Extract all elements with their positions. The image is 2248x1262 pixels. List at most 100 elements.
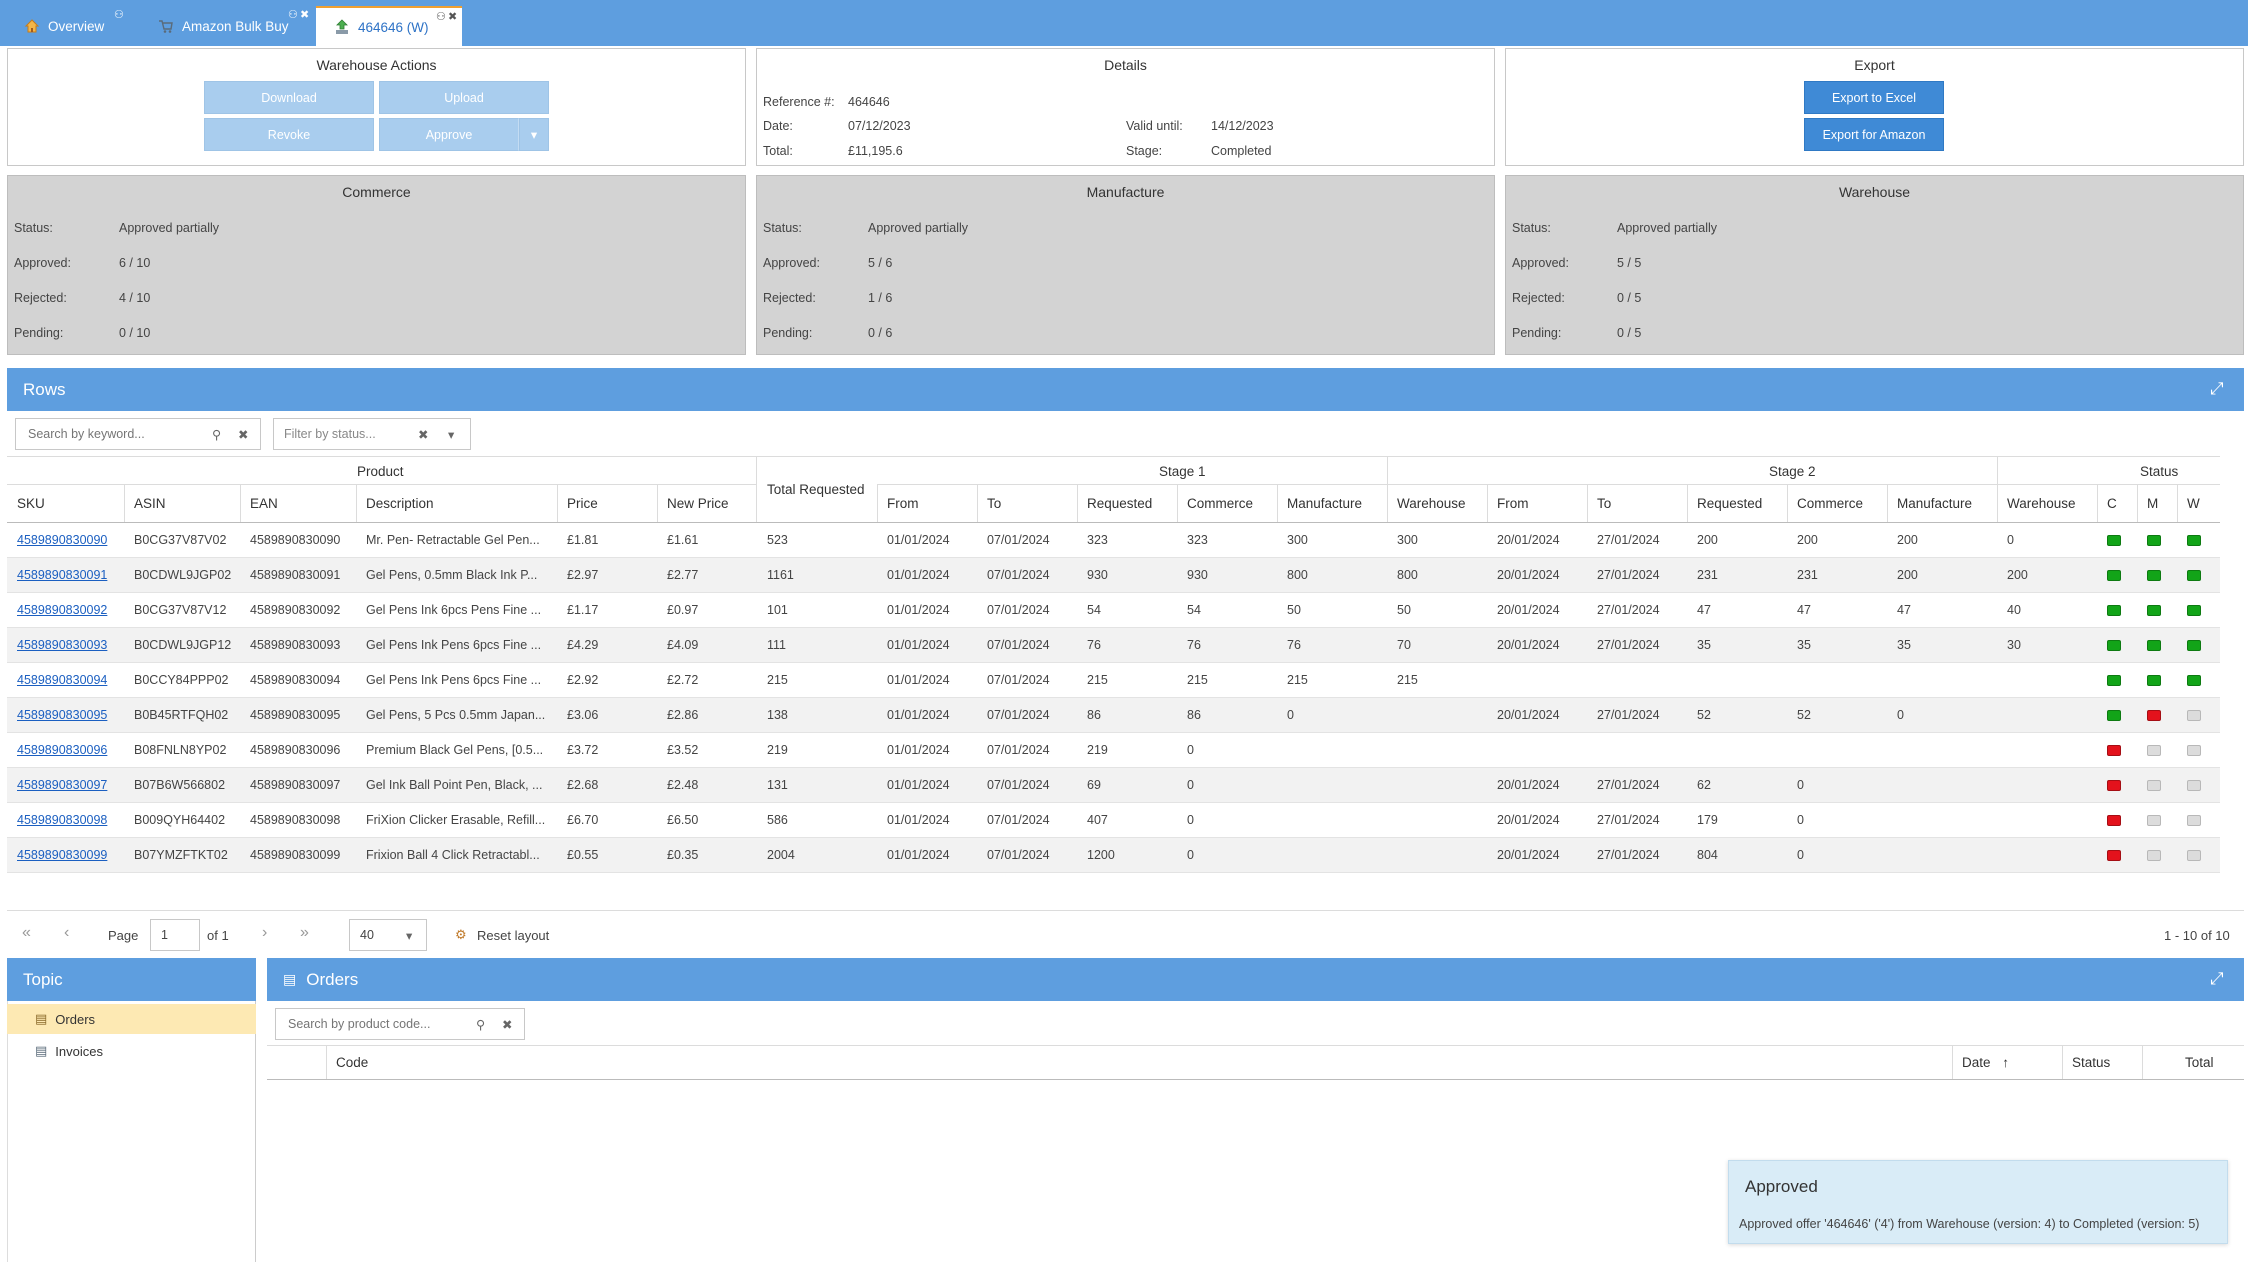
table-row[interactable]: 4589890830098 B009QYH64402 4589890830098 Fr… <box>7 803 2220 838</box>
cell-s1-from: 01/01/2024 <box>887 778 950 792</box>
expand-icon[interactable]: ⤢ <box>2210 379 2224 398</box>
close-icon[interactable]: ✖ <box>448 11 458 23</box>
orders-col-status[interactable]: Status <box>2072 1055 2111 1070</box>
column-header[interactable]: W <box>2187 496 2200 511</box>
table-row[interactable]: 4589890830093 B0CDWL9JGP12 4589890830093 Ge… <box>7 628 2220 663</box>
header-total-requested[interactable]: Total Requested <box>767 482 865 497</box>
column-header[interactable]: Description <box>366 496 434 511</box>
orders-col-code[interactable]: Code <box>336 1055 369 1070</box>
sku-link[interactable]: 4589890830092 <box>17 603 108 617</box>
column-header[interactable]: New Price <box>667 496 729 511</box>
table-row[interactable]: 4589890830091 B0CDWL9JGP02 4589890830091 Ge… <box>7 558 2220 593</box>
column-header[interactable]: Manufacture <box>1287 496 1363 511</box>
sku-link[interactable]: 4589890830097 <box>17 778 108 792</box>
reset-layout-icon[interactable]: ⚙ <box>455 927 467 942</box>
column-header[interactable]: Requested <box>1087 496 1153 511</box>
first-page-icon[interactable]: « <box>22 924 31 941</box>
column-header[interactable]: From <box>887 496 919 511</box>
clear-icon[interactable]: ✖ <box>502 1017 513 1032</box>
sku-link[interactable]: 4589890830095 <box>17 708 108 722</box>
table-row[interactable]: 4589890830096 B08FNLN8YP02 4589890830096 Pr… <box>7 733 2220 768</box>
cell-ean: 4589890830094 <box>250 673 341 687</box>
page-number-input[interactable]: 1 <box>150 919 200 951</box>
sku-link[interactable]: 4589890830096 <box>17 743 108 757</box>
column-header[interactable]: From <box>1497 496 1529 511</box>
expand-icon[interactable]: ⤢ <box>2210 969 2224 988</box>
column-header[interactable]: To <box>987 496 1002 511</box>
sku-link[interactable]: 4589890830098 <box>17 813 108 827</box>
column-header[interactable]: Warehouse <box>2007 496 2076 511</box>
pin-icon[interactable]: ⚇ <box>114 9 124 21</box>
table-row[interactable]: 4589890830099 B07YMZFTKT02 4589890830099 Fr… <box>7 838 2220 873</box>
toast-notification[interactable]: Approved Approved offer '464646' ('4') f… <box>1728 1160 2228 1244</box>
sku-link[interactable]: 4589890830099 <box>17 848 108 862</box>
sku-link[interactable]: 4589890830094 <box>17 673 108 687</box>
warehouse-actions-panel: Warehouse Actions Download Upload Revoke… <box>7 48 746 166</box>
tab-464646-w[interactable]: 464646 (W) ⚇ ✖ <box>316 6 462 46</box>
cell-s2-wh: 0 <box>2007 533 2014 547</box>
clear-icon[interactable]: ✖ <box>418 427 429 442</box>
column-header[interactable]: Price <box>567 496 598 511</box>
column-header[interactable]: Warehouse <box>1397 496 1466 511</box>
tab-overview[interactable]: Overview ⚇ <box>6 6 126 46</box>
close-icon[interactable]: ✖ <box>300 9 310 21</box>
status-c-indicator <box>2107 535 2121 546</box>
upload-button[interactable]: Upload <box>379 81 549 114</box>
tab-label: Amazon Bulk Buy <box>182 18 289 34</box>
next-page-icon[interactable]: › <box>262 924 268 941</box>
approve-button[interactable]: Approve <box>379 118 519 151</box>
pin-icon[interactable]: ⚇ <box>288 9 298 21</box>
revoke-button[interactable]: Revoke <box>204 118 374 151</box>
previous-page-icon[interactable]: ‹ <box>64 924 70 941</box>
table-row[interactable]: 4589890830095 B0B45RTFQH02 4589890830095 Ge… <box>7 698 2220 733</box>
approved-label: Approved: <box>763 256 820 270</box>
sku-link[interactable]: 4589890830090 <box>17 533 108 547</box>
panel-title: Details <box>1104 57 1147 73</box>
search-icon[interactable]: ⚲ <box>212 427 222 442</box>
topic-item-orders[interactable]: ▤ Orders <box>7 1004 256 1034</box>
orders-col-total[interactable]: Total <box>2185 1055 2214 1070</box>
cell-ean: 4589890830097 <box>250 778 341 792</box>
orders-col-date[interactable]: Date ↑ <box>1962 1055 2009 1070</box>
column-header[interactable]: Commerce <box>1797 496 1864 511</box>
status-filter-select[interactable]: Filter by status... ✖ ▾ <box>273 418 471 450</box>
column-header[interactable]: Requested <box>1697 496 1763 511</box>
clear-icon[interactable]: ✖ <box>238 427 249 442</box>
cell-s1-com: 0 <box>1187 848 1194 862</box>
column-header[interactable]: C <box>2107 496 2117 511</box>
cell-total-requested: 111 <box>767 638 787 652</box>
pin-icon[interactable]: ⚇ <box>436 11 446 23</box>
product-code-search-input[interactable] <box>286 1016 476 1032</box>
table-row[interactable]: 4589890830097 B07B6W566802 4589890830097 Ge… <box>7 768 2220 803</box>
tab-amazon-bulk-buy[interactable]: Amazon Bulk Buy ⚇ ✖ <box>140 6 310 46</box>
download-button[interactable]: Download <box>204 81 374 114</box>
keyword-search-input[interactable] <box>26 426 212 442</box>
table-row[interactable]: 4589890830090 B0CG37V87V02 4589890830090 Mr… <box>7 523 2220 558</box>
group-header-stage-1: Stage 1 <box>1159 464 1206 479</box>
export-to-excel-button[interactable]: Export to Excel <box>1804 81 1944 114</box>
table-row[interactable]: 4589890830094 B0CCY84PPP02 4589890830094 Ge… <box>7 663 2220 698</box>
column-header[interactable]: Manufacture <box>1897 496 1973 511</box>
cell-ean: 4589890830096 <box>250 743 341 757</box>
approve-dropdown-button[interactable]: ▾ <box>519 118 549 151</box>
column-header[interactable]: M <box>2147 496 2159 511</box>
cell-asin: B0CG37V87V02 <box>134 533 227 547</box>
sku-link[interactable]: 4589890830091 <box>17 568 108 582</box>
column-header[interactable]: Commerce <box>1187 496 1254 511</box>
column-header[interactable]: To <box>1597 496 1612 511</box>
reference-value: 464646 <box>848 95 890 109</box>
reset-layout-button[interactable]: Reset layout <box>477 928 550 943</box>
topic-item-invoices[interactable]: ▤ Invoices <box>7 1036 256 1066</box>
column-header[interactable]: ASIN <box>134 496 166 511</box>
export-for-amazon-button[interactable]: Export for Amazon <box>1804 118 1944 151</box>
last-page-icon[interactable]: » <box>300 924 309 941</box>
search-icon[interactable]: ⚲ <box>476 1017 486 1032</box>
chevron-down-icon[interactable]: ▾ <box>448 427 455 442</box>
group-header-status: Status <box>2140 464 2179 479</box>
table-row[interactable]: 4589890830092 B0CG37V87V12 4589890830092 Ge… <box>7 593 2220 628</box>
page-size-select[interactable]: 40 ▾ <box>349 919 427 951</box>
column-header[interactable]: SKU <box>17 496 45 511</box>
sku-link[interactable]: 4589890830093 <box>17 638 108 652</box>
column-header[interactable]: EAN <box>250 496 278 511</box>
cell-s2-to: 27/01/2024 <box>1597 708 1660 722</box>
